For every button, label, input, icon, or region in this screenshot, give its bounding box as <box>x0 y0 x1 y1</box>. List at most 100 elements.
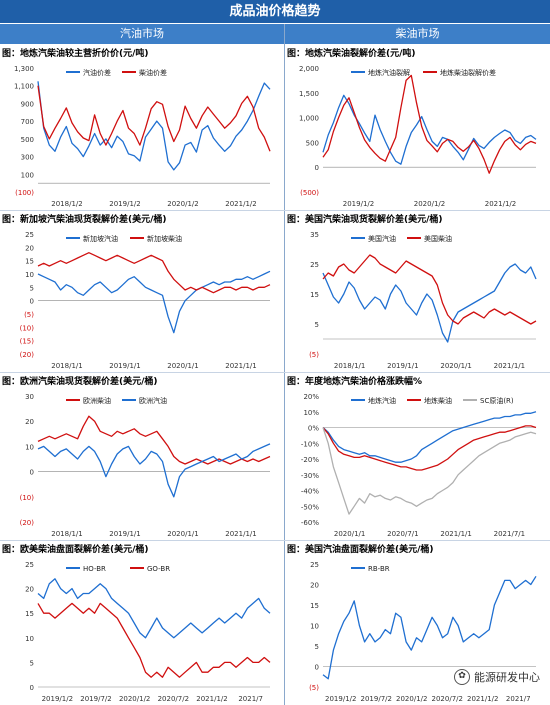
x-tick-label: 2019/7/2 <box>80 695 111 703</box>
y-tick-label: 10 <box>310 623 319 631</box>
y-tick-label: 20 <box>25 244 34 252</box>
series-line-1 <box>322 425 537 471</box>
chart-title: 图：新加坡汽柴油现货裂解价差(美元/桶) <box>2 215 167 225</box>
chart-panel: 图：新加坡汽柴油现货裂解价差(美元/桶) 25 20 15 10 5 0 (5) (10) (15… <box>0 212 284 372</box>
x-tick-label: 2018/1/1 <box>334 362 365 370</box>
y-tick-label: 5 <box>30 659 34 667</box>
series-line-0 <box>322 575 537 680</box>
legend-label: 柴油价差 <box>139 68 167 77</box>
y-tick-label: 1,300 <box>14 65 34 73</box>
x-tick-label: 2021/7/1 <box>494 530 525 538</box>
y-tick-label: 20 <box>25 418 34 426</box>
chart-svg: 20% 10% 0% -10% -20% -30% -40% -50% -60% 2020/1/1… <box>301 393 537 538</box>
x-tick-label: 2021/7 <box>506 695 531 703</box>
y-tick-label: 2,000 <box>299 65 319 73</box>
x-tick-label: 2019/1/1 <box>109 362 140 370</box>
y-tick-label: 25 <box>310 561 319 569</box>
series-line-0 <box>37 270 271 334</box>
y-tick-label: -20% <box>301 456 319 464</box>
x-tick-label: 2019/1/1 <box>387 362 418 370</box>
y-tick-label: 700 <box>21 118 34 126</box>
legend-label: RB-BR <box>368 565 390 573</box>
y-tick-label: 25 <box>310 261 319 269</box>
y-tick-label: 20% <box>303 393 319 401</box>
series-line-1 <box>37 443 271 498</box>
y-tick-label: (500) <box>300 189 319 197</box>
y-tick-label: 5 <box>30 284 34 292</box>
x-tick-label: 2021/1/1 <box>440 530 471 538</box>
x-tick-label: 2021/1/1 <box>225 530 256 538</box>
chart-title: 图：地炼汽柴油裂解价差(元/吨) <box>287 49 416 59</box>
chart-title: 图：美国汽柴油现货裂解价差(美元/桶) <box>287 215 443 225</box>
x-tick-label: 2020/1/2 <box>119 695 150 703</box>
y-tick-label: (20) <box>20 519 35 527</box>
x-tick-label: 2018/1/1 <box>51 530 82 538</box>
y-tick-label: 500 <box>21 136 34 144</box>
x-tick-label: 2021/7 <box>238 695 263 703</box>
x-tick-label: 2019/1/2 <box>42 695 73 703</box>
y-tick-label: -50% <box>301 503 319 511</box>
y-tick-label: (5) <box>24 311 34 319</box>
chart-panel: 图：欧美柴油盘面裂解价差(美元/桶) 25 20 15 10 5 0 2019/1/2 2019… <box>0 542 284 705</box>
y-tick-label: 20 <box>25 586 34 594</box>
legend-label: 地炼柴油 <box>424 396 452 405</box>
series-line-0 <box>322 94 537 165</box>
watermark: ✿ 能源研发中心 <box>454 669 540 685</box>
y-tick-label: (100) <box>15 189 34 197</box>
series-line-0 <box>37 578 271 639</box>
y-tick-label: 0 <box>315 164 319 172</box>
y-tick-label: 15 <box>310 602 319 610</box>
series-line-2 <box>322 427 537 515</box>
section-gasoline: 汽油市场 <box>0 24 284 44</box>
x-tick-label: 2019/1/2 <box>325 695 356 703</box>
chart-svg: 25 20 15 10 5 0 2019/1/2 2019/7/2 2020/1/2 2020/7… <box>25 561 271 703</box>
y-tick-label: (15) <box>20 338 35 346</box>
series-line-1 <box>37 602 271 678</box>
legend-label: 地炼柴油裂解价差 <box>440 68 496 77</box>
chart-svg: 30 20 10 0 (10) (20) 2018/1/1 2019/1/1 2020/1/1 2… <box>20 393 271 538</box>
series-line-0 <box>322 411 537 463</box>
x-tick-label: 2020/7/2 <box>432 695 463 703</box>
chart-panel: 图：地炼汽柴油裂解价差(元/吨) 2,000 1,500 1,000 500 0 (500)… <box>285 46 550 210</box>
y-tick-label: 0 <box>30 684 34 692</box>
series-line-1 <box>37 85 271 152</box>
wechat-icon: ✿ <box>454 669 470 685</box>
x-tick-label: 2019/1/1 <box>109 530 140 538</box>
x-tick-label: 2020/1/2 <box>396 695 427 703</box>
y-tick-label: -10% <box>301 440 319 448</box>
section-diesel: 柴油市场 <box>285 24 550 44</box>
y-tick-label: 10% <box>303 409 319 417</box>
y-tick-label: 1,100 <box>14 83 34 91</box>
y-tick-label: 900 <box>21 100 34 108</box>
y-tick-label: 35 <box>310 231 319 239</box>
x-tick-label: 2021/1/1 <box>225 362 256 370</box>
chart-svg: 2,000 1,500 1,000 500 0 (500) 2019/1/2 2020/1/2… <box>299 65 537 208</box>
chart-panel: 图：欧洲汽柴油现货裂解价差(美元/桶) 30 20 10 0 (10) (20) 2018/1… <box>0 374 284 540</box>
x-tick-label: 2020/7/2 <box>158 695 189 703</box>
x-tick-label: 2021/1/2 <box>225 200 256 208</box>
legend-label: HO-BR <box>83 565 106 573</box>
chart-panel: 图：年度地炼汽柴油价格涨跌幅% 20% 10% 0% -10% -20% -30% -40% -… <box>285 374 550 540</box>
x-tick-label: 2021/1/1 <box>494 362 525 370</box>
chart-panel: 图：美国汽柴油现货裂解价差(美元/桶) 35 25 15 5 (5) 2018/1/1 201… <box>285 212 550 372</box>
y-tick-label: 100 <box>21 171 34 179</box>
chart-title: 图：美国汽油盘面裂解价差(美元/桶) <box>287 545 434 555</box>
chart-title: 图：欧美柴油盘面裂解价差(美元/桶) <box>2 545 149 555</box>
y-tick-label: 10 <box>25 443 34 451</box>
y-tick-label: 10 <box>25 635 34 643</box>
chart-svg: 1,300 1,100 900 700 500 300 100 (100) 2018/1/2 20… <box>14 65 271 208</box>
y-tick-label: 500 <box>306 139 319 147</box>
chart-svg: 25 20 15 10 5 0 (5) 2019/1/2 2019/7/2 2020/1/2 202… <box>309 561 537 703</box>
y-tick-label: 0 <box>30 469 34 477</box>
chart-svg: 35 25 15 5 (5) 2018/1/1 2019/1/1 2020/1/1 2021/1… <box>309 231 537 370</box>
x-tick-label: 2020/1/1 <box>167 362 198 370</box>
legend-label: 汽油价差 <box>83 68 111 77</box>
y-tick-label: -40% <box>301 488 319 496</box>
series-line-1 <box>322 74 537 174</box>
chart-title: 图：地炼汽柴油较主营折价价(元/吨) <box>2 49 149 59</box>
page-title: 成品油价格趋势 <box>0 0 550 24</box>
y-tick-label: (5) <box>309 684 319 692</box>
y-tick-label: (20) <box>20 351 35 359</box>
legend-label: GO-BR <box>147 565 170 573</box>
y-tick-label: 5 <box>315 643 319 651</box>
